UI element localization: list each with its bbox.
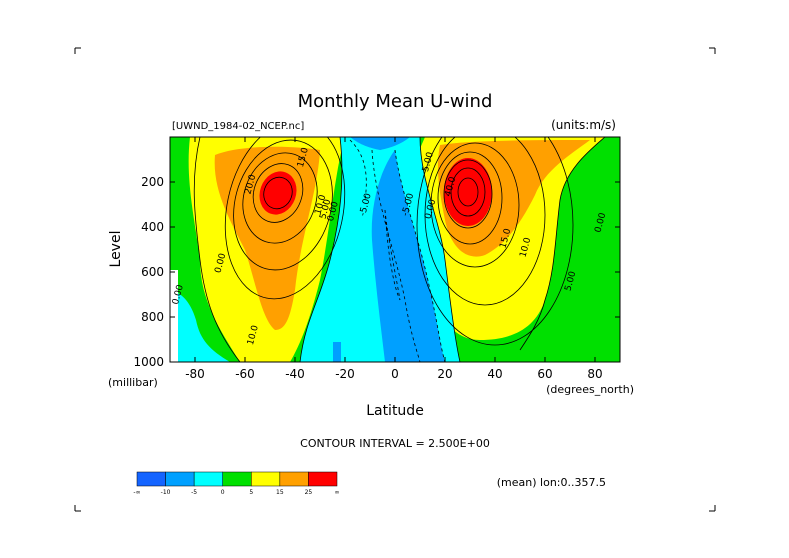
y-tick-label: 200 — [141, 175, 164, 189]
x-axis-unit: (degrees_north) — [546, 383, 634, 396]
x-axis: -80 -60 -40 -20 0 20 40 60 80 — [185, 137, 603, 381]
contour-interval: CONTOUR INTERVAL = 2.500E+00 — [300, 437, 490, 450]
x-tick-label: -60 — [235, 367, 255, 381]
colorbar-label: -5 — [191, 489, 197, 496]
colorbar-label: ∞ — [335, 489, 340, 496]
x-axis-label: Latitude — [366, 403, 424, 419]
colorbar-label: 0 — [221, 489, 225, 496]
y-axis-label: Level — [108, 231, 124, 268]
y-tick-label: 400 — [141, 220, 164, 234]
y-tick-label: 600 — [141, 265, 164, 279]
x-tick-label: 60 — [537, 367, 552, 381]
colorbar-swatch — [222, 471, 252, 487]
y-tick-label: 800 — [141, 310, 164, 324]
dataset-label: [UWND_1984-02_NCEP.nc] — [172, 121, 304, 132]
x-tick-label: 20 — [437, 367, 452, 381]
x-tick-label: 80 — [587, 367, 602, 381]
colorbar-swatch — [165, 471, 195, 487]
colorbar-label: 5 — [249, 489, 253, 496]
chart-title: Monthly Mean U-wind — [298, 91, 493, 112]
corner-marks — [74, 47, 716, 512]
colorbar: -∞ -10 -5 0 5 15 25 ∞ — [133, 471, 340, 496]
wind-field: 15.020.010.05.000.00 -5.00 -5.00 0.005.0040… — [170, 137, 620, 362]
colorbar-swatch — [136, 471, 166, 487]
colorbar-swatch — [279, 471, 309, 487]
x-tick-label: 40 — [487, 367, 502, 381]
units-label: (units:m/s) — [551, 118, 616, 132]
colorbar-swatch — [251, 471, 281, 487]
colorbar-swatch — [193, 471, 223, 487]
x-tick-label: -40 — [285, 367, 305, 381]
x-tick-label: -20 — [335, 367, 355, 381]
y-tick-label: 1000 — [133, 355, 164, 369]
x-tick-label: -80 — [185, 367, 205, 381]
colorbar-label: -∞ — [133, 489, 140, 496]
x-tick-label: 0 — [391, 367, 399, 381]
colorbar-label: -10 — [161, 489, 171, 496]
colorbar-label: 25 — [305, 489, 313, 496]
colorbar-label: 15 — [276, 489, 284, 496]
y-axis-unit: (millibar) — [108, 376, 158, 389]
footer-note: (mean) lon:0..357.5 — [497, 476, 606, 489]
colorbar-swatch — [308, 471, 338, 487]
y-axis: 200 400 600 800 1000 — [133, 175, 620, 369]
